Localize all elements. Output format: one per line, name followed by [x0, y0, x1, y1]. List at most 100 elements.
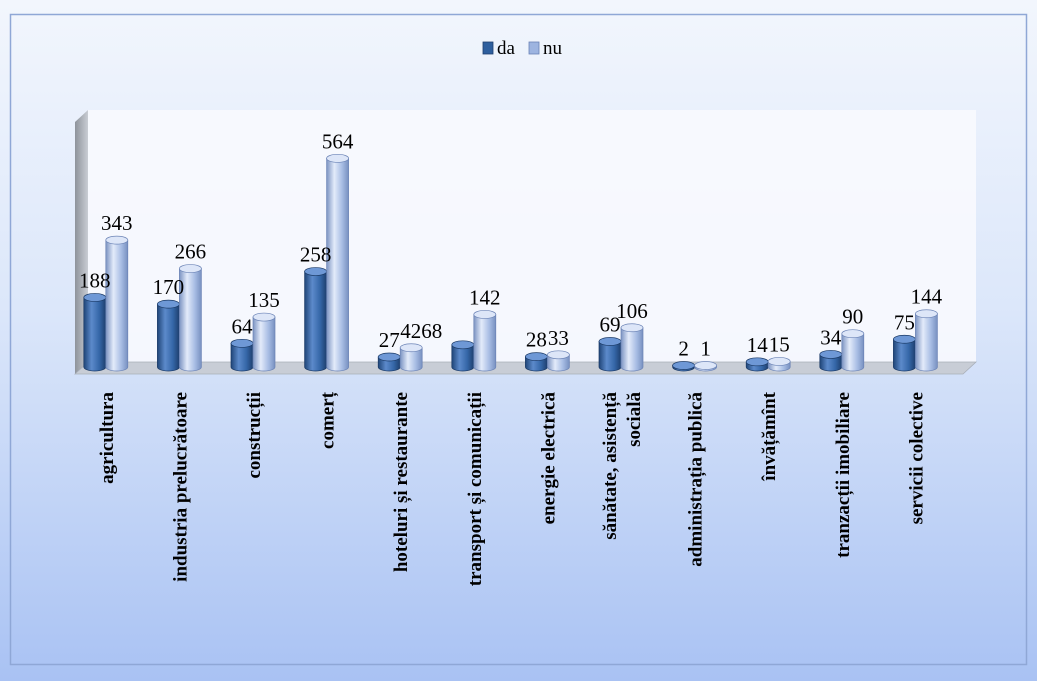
- bar-nu-8: [694, 361, 717, 372]
- x-tick-label-line-0-0: agricultura: [97, 392, 118, 484]
- bar-cap-nu-1: [179, 264, 202, 273]
- data-label-nu-11: 144: [911, 285, 943, 309]
- bar-cap-nu-10: [841, 329, 865, 339]
- data-label-da-4: 27: [379, 328, 400, 352]
- data-label-nu-9: 15: [769, 332, 790, 356]
- bar-cap-nu-3: [326, 153, 349, 163]
- legend: da nu: [482, 38, 563, 59]
- bar-nu-1: [179, 264, 202, 372]
- bar-body-nu-0: [105, 239, 129, 372]
- bars-layer: [83, 153, 938, 372]
- x-tick-label-line-6-0: energie electrică: [538, 392, 559, 525]
- x-tick-label-line-3-0: comerț: [318, 391, 339, 449]
- x-tick-label-9: învățămînt: [759, 391, 780, 481]
- bar-cap-da-7: [598, 337, 622, 346]
- data-label-da-8: 2: [678, 337, 689, 361]
- data-label-da-7: 69: [600, 312, 621, 336]
- bar-cap-da-5: [451, 340, 475, 350]
- bar-body-nu-5: [473, 314, 497, 372]
- bar-cap-da-8: [672, 361, 695, 370]
- x-tick-label-11: servicii colective: [906, 392, 927, 524]
- bar-nu-5: [473, 310, 497, 372]
- legend-item-da: da: [482, 38, 516, 59]
- data-label-nu-7: 106: [616, 299, 648, 323]
- x-tick-label-line-7-1: socială: [624, 392, 645, 447]
- bar-nu-0: [105, 235, 129, 372]
- data-label-nu-3: 564: [322, 129, 354, 153]
- bar-da-6: [525, 352, 548, 372]
- x-axis-labels: agricultura industria prelucrătoare constr…: [97, 391, 928, 586]
- x-tick-label-7: sănătate, asistență socială: [600, 392, 645, 540]
- x-tick-label-line-10-0: tranzacții imobiliare: [833, 392, 854, 558]
- bar-nu-3: [326, 153, 349, 372]
- legend-label-da: da: [497, 38, 516, 59]
- data-label-da-3: 258: [300, 243, 332, 267]
- data-label-nu-10: 90: [842, 305, 863, 329]
- data-label-nu-0: 343: [101, 211, 133, 235]
- bar-nu-9: [767, 357, 791, 372]
- bar-body-da-7: [598, 341, 622, 372]
- bar-nu-7: [620, 323, 644, 372]
- x-tick-label-line-7-0: sănătate, asistență: [600, 392, 621, 540]
- bar-da-2: [230, 338, 254, 372]
- x-tick-label-3: comerț: [318, 391, 339, 449]
- legend-swatch-da: [482, 41, 494, 55]
- data-label-da-1: 170: [153, 275, 185, 299]
- bar-body-nu-7: [620, 327, 644, 372]
- legend-swatch-nu: [528, 41, 540, 55]
- x-tick-label-line-8-0: administrația publică: [686, 392, 707, 567]
- legend-item-nu: nu: [528, 38, 563, 59]
- bar-cap-nu-4: [399, 343, 423, 353]
- data-label-da-0: 188: [79, 268, 111, 292]
- x-tick-label-line-9-0: învățămînt: [759, 391, 780, 481]
- bar-body-nu-4: [399, 347, 423, 372]
- bar-da-0: [83, 293, 107, 372]
- bar-body-da-1: [157, 303, 180, 372]
- bar-body-nu-10: [841, 333, 865, 372]
- bar-da-4: [377, 352, 401, 372]
- data-label-nu-2: 135: [248, 288, 280, 312]
- x-tick-label-5: transport și comunicații: [465, 392, 486, 586]
- bar-da-1: [157, 299, 180, 372]
- bar-nu-11: [915, 309, 938, 372]
- bar-nu-6: [547, 350, 570, 372]
- x-tick-label-6: energie electrică: [538, 392, 559, 525]
- data-label-da-6: 28: [526, 328, 547, 352]
- bar-da-11: [893, 334, 916, 372]
- bar-cap-da-11: [893, 334, 916, 344]
- x-tick-label-10: tranzacții imobiliare: [833, 392, 854, 558]
- bar-cap-da-4: [377, 352, 401, 362]
- bar-body-nu-3: [326, 157, 349, 372]
- bar-body-nu-1: [179, 268, 202, 372]
- data-label-nu-6: 33: [548, 326, 569, 350]
- bar-body-nu-11: [915, 313, 938, 372]
- x-tick-label-4: hoteluri și restaurante: [391, 392, 412, 572]
- x-tick-label-8: administrația publică: [686, 392, 707, 567]
- data-label-da-11: 75: [894, 310, 915, 334]
- bar-cap-da-2: [230, 338, 254, 348]
- bar-da-10: [819, 350, 843, 372]
- bar-nu-2: [252, 312, 276, 372]
- bar-cap-da-9: [745, 357, 769, 367]
- bar-cap-nu-9: [767, 357, 791, 366]
- x-tick-label-1: industria prelucrătoare: [170, 392, 191, 582]
- x-tick-label-line-11-0: servicii colective: [906, 392, 927, 524]
- bar-cap-da-6: [525, 352, 548, 361]
- bar-body-da-0: [83, 297, 107, 372]
- bar-body-da-11: [893, 338, 916, 372]
- x-tick-label-line-5-0: transport și comunicații: [465, 392, 486, 586]
- bar-da-3: [304, 267, 327, 372]
- bar-body-nu-6: [547, 354, 570, 372]
- bar-da-9: [745, 357, 769, 372]
- bar-da-7: [598, 337, 622, 372]
- data-label-nu-4: 4268: [400, 319, 442, 343]
- bar-cap-nu-6: [547, 350, 570, 360]
- bar-body-nu-2: [252, 316, 276, 372]
- bar-cap-da-10: [819, 350, 843, 359]
- data-label-da-9: 14: [747, 333, 769, 357]
- data-label-nu-5: 142: [469, 285, 501, 309]
- bar-cap-nu-2: [252, 312, 276, 322]
- bar-da-5: [451, 340, 475, 372]
- x-tick-label-line-4-0: hoteluri și restaurante: [391, 392, 412, 572]
